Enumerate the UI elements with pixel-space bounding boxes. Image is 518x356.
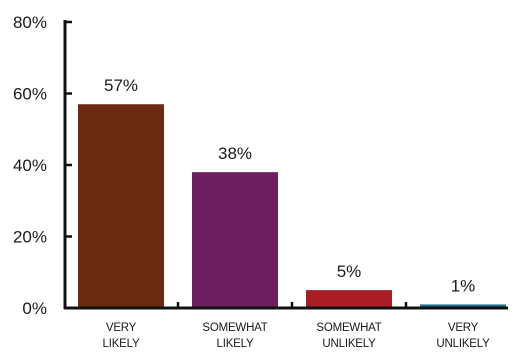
x-tick-label: LIKELY	[103, 338, 140, 350]
data-label: 38%	[218, 144, 252, 163]
x-tick-label: UNLIKELY	[322, 338, 376, 350]
y-tick-label: 40%	[13, 156, 47, 175]
x-tick-label: SOMEWHAT	[202, 322, 267, 334]
y-tick-label: 20%	[13, 228, 47, 247]
bar	[306, 290, 392, 308]
x-tick-label: SOMEWHAT	[316, 322, 381, 334]
x-tick-label: VERY	[106, 322, 137, 334]
y-tick-label: 80%	[13, 13, 47, 32]
bar	[420, 304, 506, 308]
x-tick-label: UNLIKELY	[436, 338, 490, 350]
bar	[78, 104, 164, 308]
y-axis-ticks: 0% 20% 40% 60% 80%	[13, 13, 408, 318]
data-label: 1%	[451, 276, 476, 295]
data-labels: 57% 38% 5% 1%	[104, 76, 475, 295]
y-tick-label: 0%	[22, 299, 47, 318]
y-tick-label: 60%	[13, 85, 47, 104]
category-labels: VERY LIKELY SOMEWHAT LIKELY SOMEWHAT UNLIKELY…	[103, 322, 491, 350]
data-label: 5%	[337, 262, 362, 281]
x-tick-label: LIKELY	[217, 338, 254, 350]
bars	[78, 104, 506, 308]
x-tick-label: VERY	[448, 322, 479, 334]
data-label: 57%	[104, 76, 138, 95]
bar	[192, 172, 278, 308]
